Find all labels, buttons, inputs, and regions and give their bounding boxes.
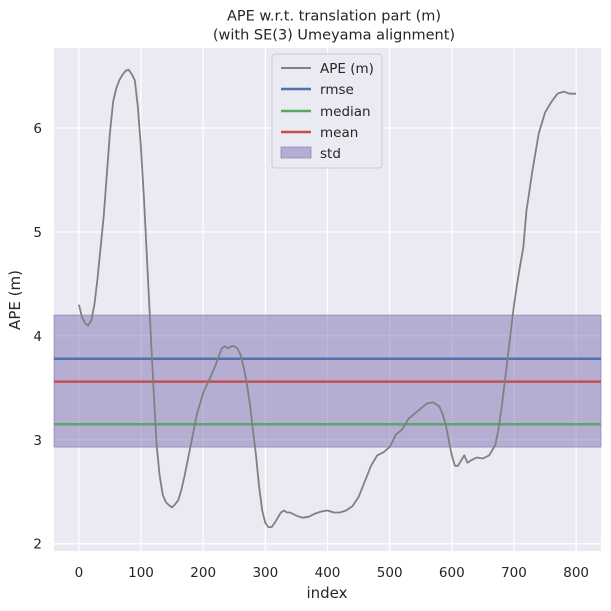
y-tick-label-4: 6 bbox=[33, 121, 42, 137]
legend-label-std: std bbox=[320, 146, 341, 162]
y-tick-label-0: 2 bbox=[33, 537, 42, 553]
legend-label-ape: APE (m) bbox=[320, 61, 374, 77]
y-tick-label-3: 5 bbox=[33, 225, 42, 241]
x-tick-label-7: 700 bbox=[501, 565, 527, 581]
legend-label-median: median bbox=[320, 104, 371, 120]
x-tick-label-0: 0 bbox=[75, 565, 84, 581]
statistic-lines bbox=[54, 357, 601, 426]
y-tick-label-1: 3 bbox=[33, 433, 42, 449]
y-tick-labels: 2 3 4 5 6 bbox=[33, 121, 42, 553]
ape-curve-layer bbox=[78, 68, 577, 528]
legend-label-mean: mean bbox=[320, 125, 358, 141]
x-tick-label-2: 200 bbox=[190, 565, 216, 581]
y-axis-label: APE (m) bbox=[6, 270, 24, 330]
legend-label-rmse: rmse bbox=[320, 82, 354, 98]
x-tick-label-5: 500 bbox=[377, 565, 403, 581]
x-tick-label-6: 600 bbox=[439, 565, 465, 581]
x-tick-label-8: 800 bbox=[563, 565, 589, 581]
legend: APE (m) rmse median mean std bbox=[271, 53, 383, 169]
chart-subtitle: (with SE(3) Umeyama alignment) bbox=[213, 28, 455, 44]
ape-curve bbox=[78, 68, 577, 528]
y-tick-label-2: 4 bbox=[33, 329, 42, 345]
x-tick-labels: 0 100 200 300 400 500 600 700 800 bbox=[75, 565, 589, 581]
legend-swatch-std bbox=[280, 146, 312, 159]
x-tick-label-3: 300 bbox=[252, 565, 278, 581]
x-tick-label-4: 400 bbox=[315, 565, 341, 581]
x-axis-label: index bbox=[306, 584, 347, 602]
legend-box bbox=[271, 53, 383, 169]
x-tick-label-1: 100 bbox=[128, 565, 154, 581]
chart-title: APE w.r.t. translation part (m) bbox=[227, 9, 441, 25]
